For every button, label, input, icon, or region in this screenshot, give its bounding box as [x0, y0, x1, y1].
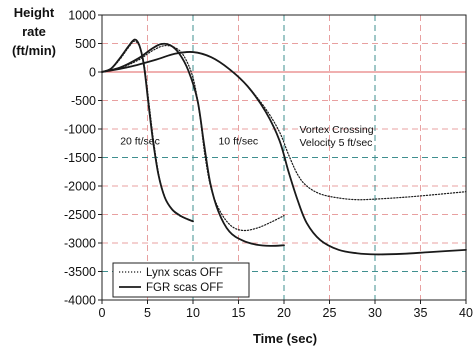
series-line-fgr-10	[101, 42, 285, 247]
x-tick-label: 5	[144, 306, 151, 320]
y-tick-label: -4000	[64, 294, 96, 308]
legend: Lynx scas OFF FGR scas OFF	[112, 262, 250, 298]
x-tick-label: 40	[459, 306, 473, 320]
x-tick-label: 0	[99, 306, 106, 320]
annotation-label: 10 ft/sec	[218, 135, 258, 147]
y-tick-label: 1000	[68, 9, 96, 23]
y-tick-label: -500	[71, 94, 96, 108]
y-tick-label: -2000	[64, 180, 96, 194]
x-tick-label: 35	[414, 306, 428, 320]
y-tick-label: -1000	[64, 123, 96, 137]
y-tick-label: 500	[75, 37, 96, 51]
y-tick-label: -3500	[64, 265, 96, 279]
annotation-label: Vortex Crossing	[299, 124, 373, 136]
y-axis-title-line-1: Height	[14, 5, 55, 20]
legend-label-lynx: Lynx scas OFF	[146, 267, 223, 279]
annotation-label: 20 ft/sec	[120, 135, 160, 147]
x-tick-label: 20	[277, 306, 291, 320]
x-tick-label: 15	[232, 306, 246, 320]
x-tick-label: 30	[368, 306, 382, 320]
x-tick-label: 10	[186, 306, 200, 320]
y-tick-label: -3000	[64, 237, 96, 251]
y-axis-title-line-3: (ft/min)	[12, 43, 56, 58]
legend-box	[112, 262, 250, 298]
annotation-label: Velocity 5 ft/sec	[299, 137, 372, 149]
series-line-fgr-20	[101, 38, 194, 223]
y-axis-title: Height rate (ft/min)	[12, 5, 56, 58]
x-tick-label: 25	[323, 306, 337, 320]
legend-label-fgr: FGR scas OFF	[146, 282, 223, 294]
y-tick-label: -1500	[64, 151, 96, 165]
series-layer	[101, 38, 467, 256]
y-axis-title-line-2: rate	[22, 24, 46, 39]
annotation-layer: 20 ft/sec 10 ft/sec Vortex CrossingVelocit…	[120, 124, 374, 149]
series-line-fgr-vortex	[101, 51, 467, 256]
y-tick-label: -2500	[64, 208, 96, 222]
y-tick-label: 0	[89, 66, 96, 80]
x-axis-title: Time (sec)	[253, 331, 317, 346]
